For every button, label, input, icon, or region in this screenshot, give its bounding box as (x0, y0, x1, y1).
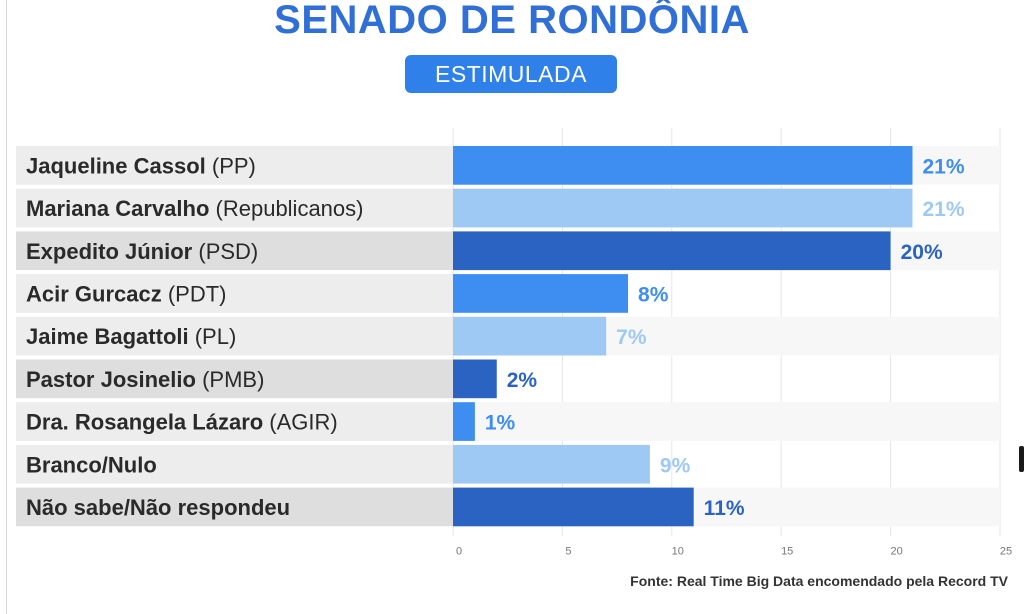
category-party: (PP) (206, 153, 256, 178)
bar (453, 146, 913, 185)
x-tick-label: 15 (781, 545, 793, 557)
bar (453, 274, 629, 313)
left-border-line (6, 0, 7, 614)
x-tick-label: 10 (672, 545, 684, 557)
chart-title: SENADO DE RONDÔNIA (274, 0, 750, 42)
category-party: (PDT) (162, 281, 227, 306)
bar (453, 487, 694, 527)
value-label: 21% (922, 155, 964, 178)
value-label: 20% (901, 241, 943, 264)
value-label: 7% (616, 326, 647, 349)
bar (453, 402, 475, 441)
category-label: Não sabe/Não respondeu (26, 495, 290, 520)
category-name: Expedito Júnior (26, 239, 193, 264)
chart-row: Expedito Júnior (PSD) 20% (16, 231, 1000, 271)
bar (453, 231, 891, 271)
category-party: (PL) (189, 324, 237, 349)
category-party: (PSD) (192, 239, 258, 264)
chart-row: Jaqueline Cassol (PP) 21% (16, 146, 1000, 185)
bar (453, 444, 650, 484)
category-label-bg (16, 188, 453, 228)
category-label-bg (16, 402, 453, 441)
chart-row: Jaime Bagattoli (PL) 7% (16, 316, 1000, 356)
category-label: Expedito Júnior (PSD) (26, 239, 258, 264)
value-label: 2% (507, 369, 538, 392)
category-label-bg (16, 487, 453, 527)
category-label: Mariana Carvalho (Republicanos) (26, 196, 363, 221)
x-axis: 0 5 10 15 20 25 (456, 545, 1012, 557)
category-name: Dra. Rosangela Lázaro (26, 410, 263, 435)
value-label: 1% (485, 412, 516, 435)
category-name: Jaime Bagattoli (26, 324, 189, 349)
category-party: (PMB) (196, 367, 264, 392)
category-label-bg (16, 444, 453, 484)
source-note: Fonte: Real Time Big Data encomendado pe… (630, 573, 1008, 589)
value-label: 9% (660, 454, 691, 477)
chart-row: Dra. Rosangela Lázaro (AGIR) 1% (16, 402, 1000, 441)
chart-rows: Jaqueline Cassol (PP) 21%Mariana Carvalho… (16, 146, 1000, 527)
category-label-bg (16, 146, 453, 185)
category-name: Acir Gurcacz (26, 281, 162, 306)
category-label: Dra. Rosangela Lázaro (AGIR) (26, 410, 338, 435)
chart-row: Não sabe/Não respondeu 11% (16, 487, 1000, 527)
chart-row: Branco/Nulo 9% (16, 444, 691, 484)
value-label: 11% (704, 497, 745, 520)
category-party: (Republicanos) (209, 196, 363, 221)
category-name: Mariana Carvalho (26, 196, 209, 221)
category-party: (AGIR) (263, 410, 338, 435)
chart-row: Mariana Carvalho (Republicanos) 21% (16, 188, 965, 228)
category-label: Jaqueline Cassol (PP) (26, 153, 256, 178)
x-tick-label: 25 (1000, 545, 1012, 557)
category-label: Branco/Nulo (26, 452, 157, 477)
row-band (453, 402, 1000, 441)
category-label-bg (16, 316, 453, 356)
category-name: Não sabe/Não respondeu (26, 495, 290, 520)
category-label-bg (16, 274, 453, 313)
category-label-bg (16, 231, 453, 271)
bar (453, 359, 497, 399)
category-name: Branco/Nulo (26, 452, 157, 477)
subtitle-badge: ESTIMULADA (405, 55, 617, 93)
x-tick-label: 0 (456, 545, 462, 557)
bar (453, 316, 607, 356)
x-tick-label: 5 (565, 545, 571, 557)
bar (453, 188, 913, 228)
chart-row: Pastor Josinelio (PMB) 2% (16, 359, 538, 399)
chart-row: Acir Gurcacz (PDT) 8% (16, 274, 669, 313)
value-label: 8% (638, 283, 669, 306)
window-edge-handle (1019, 446, 1024, 472)
category-name: Pastor Josinelio (26, 367, 196, 392)
category-label: Acir Gurcacz (PDT) (26, 281, 227, 306)
category-name: Jaqueline Cassol (26, 153, 206, 178)
category-label-bg (16, 359, 453, 399)
category-label: Jaime Bagattoli (PL) (26, 324, 236, 349)
category-label: Pastor Josinelio (PMB) (26, 367, 264, 392)
value-label: 21% (922, 198, 964, 221)
x-tick-label: 20 (890, 545, 902, 557)
